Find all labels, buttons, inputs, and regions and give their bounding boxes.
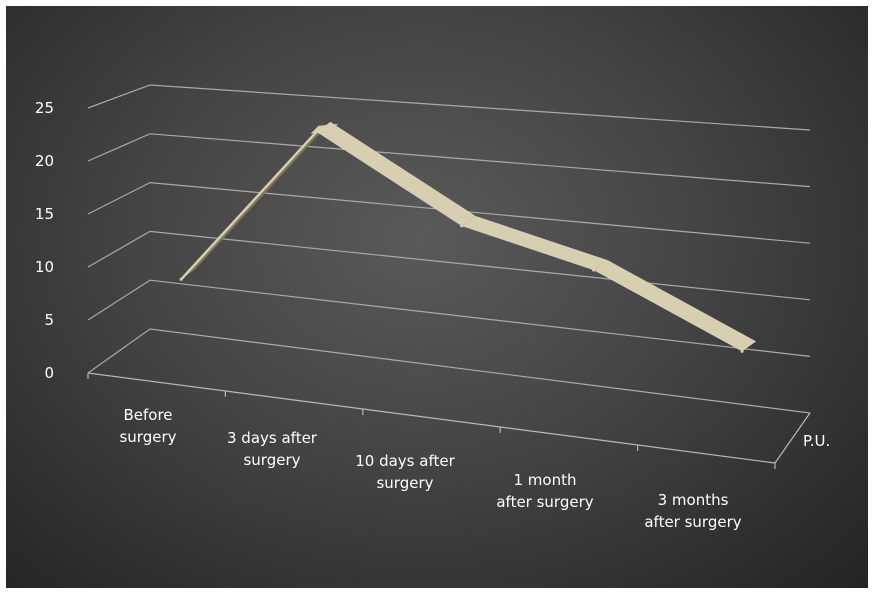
gridline bbox=[87, 84, 811, 131]
ribbon-segment bbox=[316, 121, 476, 226]
y-tick-label: 0 bbox=[44, 364, 54, 382]
depth-axis-line bbox=[774, 412, 811, 464]
ribbon-segment bbox=[461, 215, 608, 271]
x-tick-label: 1 month after surgery bbox=[496, 471, 593, 511]
y-tick-label: 25 bbox=[35, 99, 54, 117]
x-axis-line bbox=[87, 372, 776, 464]
chart-area bbox=[6, 6, 868, 588]
y-tick-label: 20 bbox=[35, 152, 54, 170]
axis-labels: 0 5 10 15 20 25 Before surgery 3 days after surge… bbox=[35, 99, 830, 531]
gridline bbox=[87, 181, 811, 244]
ribbon-segment bbox=[593, 260, 757, 352]
gridlines bbox=[87, 84, 811, 414]
data-point bbox=[740, 349, 744, 353]
axes bbox=[87, 372, 811, 469]
series-ribbon bbox=[179, 121, 757, 353]
ribbon-edge bbox=[180, 131, 318, 281]
gridline bbox=[87, 328, 811, 414]
data-point bbox=[592, 268, 596, 272]
y-tick-label: 5 bbox=[44, 311, 54, 329]
gridline bbox=[87, 133, 811, 188]
data-point bbox=[314, 130, 318, 134]
x-tick-label: 10 days after surgery bbox=[355, 452, 455, 492]
data-point bbox=[179, 277, 183, 281]
y-tick-label: 15 bbox=[35, 205, 54, 223]
x-tick-label: Before surgery bbox=[119, 406, 176, 446]
x-tick-label: 3 days after surgery bbox=[227, 429, 318, 469]
gridline bbox=[87, 279, 811, 357]
gridline bbox=[87, 230, 811, 301]
x-tick-label: 3 months after surgery bbox=[644, 491, 741, 531]
data-point bbox=[460, 224, 464, 228]
y-tick-label: 10 bbox=[35, 258, 54, 276]
series-axis-label: P.U. bbox=[803, 432, 830, 450]
